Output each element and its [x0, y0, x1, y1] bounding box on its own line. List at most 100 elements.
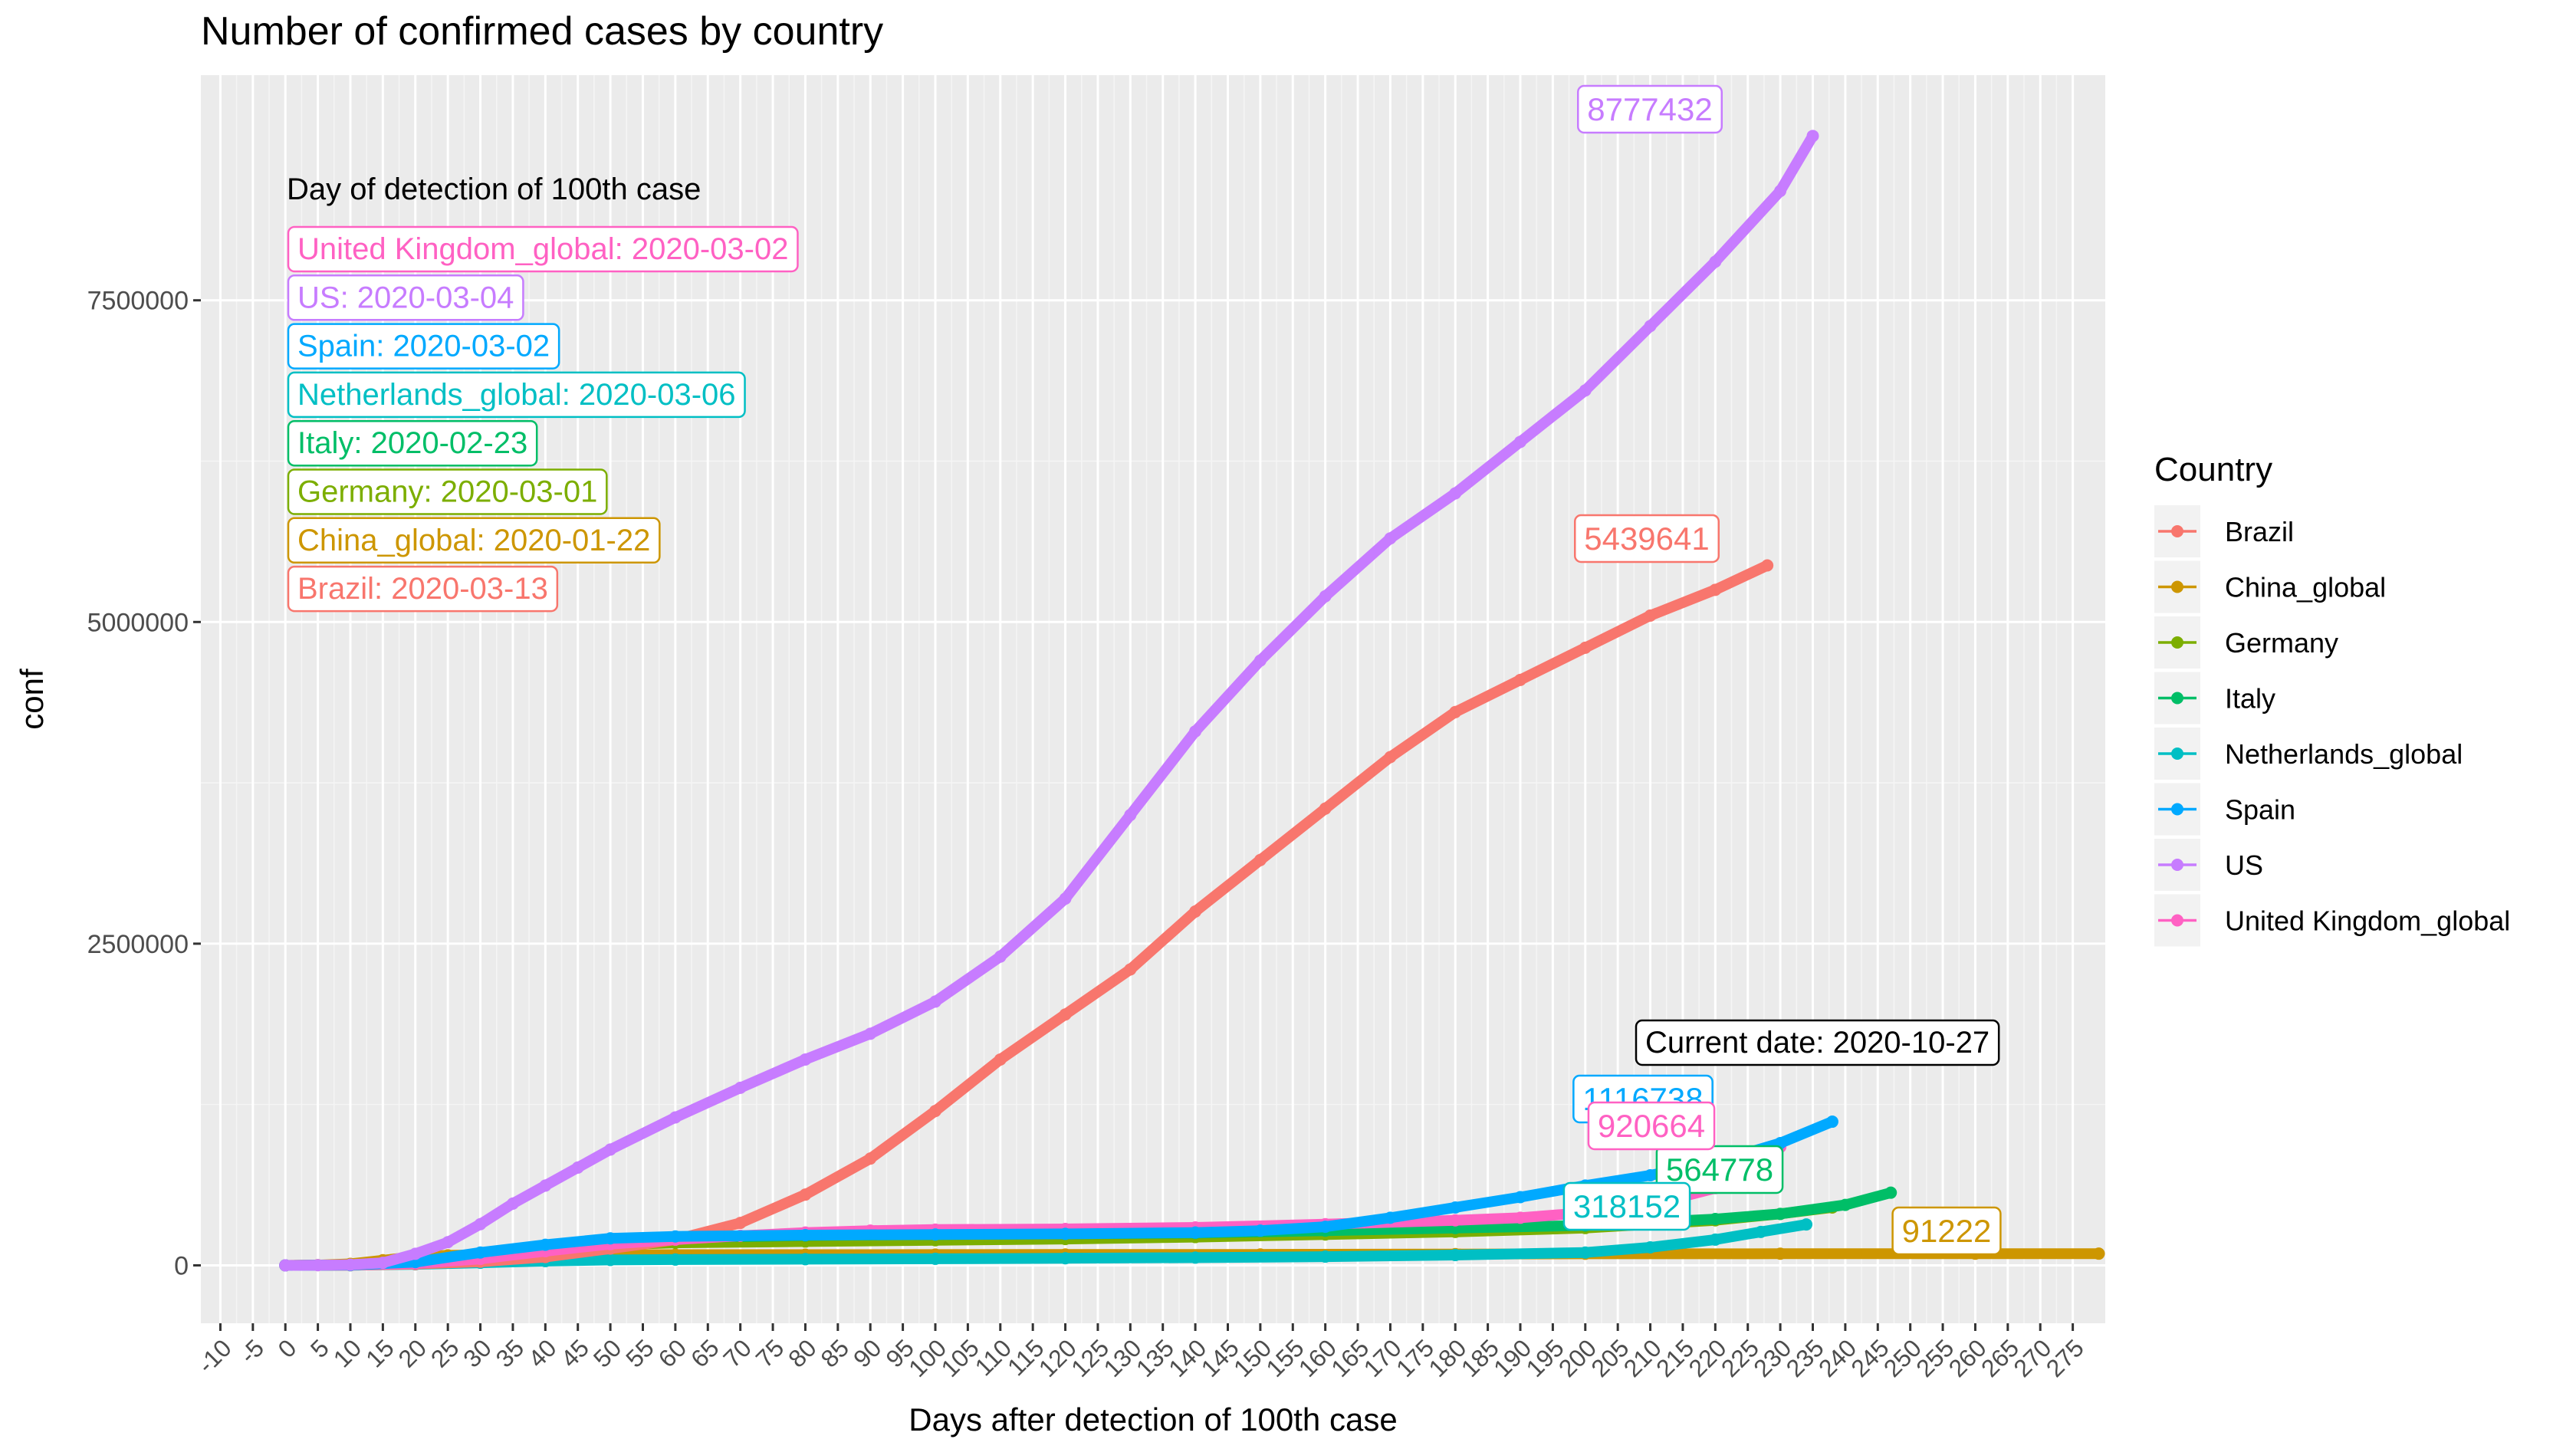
legend-key-point [2171, 748, 2183, 760]
chart-title: Number of confirmed cases by country [201, 9, 883, 54]
legend-key-point [2171, 914, 2183, 927]
data-point [864, 1027, 877, 1040]
x-axis: -10-5 0 5101520253035404550556065707580859… [192, 1323, 2089, 1382]
data-point [799, 1188, 812, 1201]
data-point [1449, 1201, 1462, 1214]
data-point [1709, 255, 1722, 268]
x-tick-label: -5 [235, 1334, 270, 1369]
data-point [442, 1236, 455, 1249]
y-tick-label: 2500000 [87, 930, 189, 959]
legend-key-point [2171, 525, 2183, 537]
data-point [669, 1111, 682, 1124]
data-point [799, 1229, 812, 1242]
data-point [1513, 1211, 1526, 1224]
legend-key-point [2171, 692, 2183, 705]
end-label: 91222 [1891, 1206, 2002, 1256]
end-label-text: 91222 [1902, 1213, 1992, 1249]
legend-label: Germany [2225, 627, 2338, 659]
detection-label: Netherlands_global: 2020-03-06 [287, 371, 746, 419]
end-label: 318152 [1562, 1181, 1691, 1231]
data-point [799, 1253, 812, 1266]
end-label: 5439641 [1573, 514, 1720, 564]
end-label-text: 8777432 [1587, 91, 1713, 127]
data-point [864, 1152, 877, 1165]
detection-label: US: 2020-03-04 [287, 274, 524, 321]
detection-label: Brazil: 2020-03-13 [287, 565, 559, 613]
data-point [604, 1143, 617, 1156]
end-label-text: 318152 [1573, 1188, 1681, 1224]
data-point [1254, 654, 1267, 667]
detection-label-box [287, 468, 608, 515]
end-label: 8777432 [1576, 84, 1723, 134]
detection-label-text: Spain: 2020-03-02 [297, 330, 550, 363]
data-point [1709, 583, 1722, 596]
y-tick-label: 0 [174, 1251, 189, 1280]
end-label-text: 5439641 [1584, 521, 1710, 557]
legend-key-point [2171, 580, 2183, 593]
data-point [571, 1161, 584, 1174]
data-point [1124, 809, 1137, 822]
detection-label-text: United Kingdom_global: 2020-03-02 [297, 232, 788, 266]
legend-key-point [2171, 859, 2183, 871]
data-point [734, 1081, 747, 1094]
data-point [994, 950, 1007, 963]
data-point [1884, 1186, 1898, 1199]
annotations: Day of detection of 100th case United Ki… [287, 172, 2000, 1066]
data-point [1059, 1227, 1072, 1240]
detection-label-text: China_global: 2020-01-22 [297, 524, 650, 557]
legend-key-point [2171, 803, 2183, 816]
legend-label: US [2225, 849, 2263, 881]
data-point [1709, 1233, 1722, 1246]
x-tick-label: 0 [273, 1334, 302, 1363]
detection-label: Italy: 2020-02-23 [287, 419, 538, 467]
end-label: 564778 [1655, 1145, 1784, 1194]
detection-label-box [287, 419, 538, 467]
data-point [1579, 641, 1592, 654]
data-point [1579, 384, 1592, 397]
legend-label: United Kingdom_global [2225, 905, 2510, 937]
data-point [1449, 1249, 1462, 1262]
data-point [539, 1179, 552, 1192]
x-tick-label: 5 [305, 1334, 334, 1363]
data-point [1059, 1008, 1072, 1021]
data-point [1059, 892, 1072, 905]
detection-label: Spain: 2020-03-02 [287, 323, 560, 370]
data-point [928, 1105, 941, 1118]
legend-label: Italy [2225, 683, 2275, 715]
data-point [279, 1259, 292, 1272]
data-point [799, 1053, 812, 1066]
data-point [1761, 559, 1774, 572]
data-point [1449, 1214, 1462, 1227]
y-axis: 0 2500000 5000000 7500000 [87, 287, 201, 1280]
legend-key-point [2171, 636, 2183, 649]
data-point [506, 1197, 519, 1210]
detection-label-box [287, 371, 746, 419]
data-point [928, 995, 941, 1008]
data-point [1384, 1211, 1397, 1224]
data-point [928, 1252, 941, 1265]
detection-label-text: Brazil: 2020-03-13 [297, 572, 548, 606]
data-point [1838, 1198, 1852, 1211]
legend: Country Brazil China_global Germany Italy Ne… [2154, 451, 2510, 947]
y-tick-label: 7500000 [87, 287, 189, 316]
legend-item: Spain [2154, 783, 2295, 836]
legend-item: United Kingdom_global [2154, 894, 2510, 947]
end-label: 920664 [1587, 1101, 1716, 1151]
detection-label-box [287, 565, 559, 613]
detection-label-box [287, 225, 799, 273]
end-label-box [1891, 1206, 2002, 1256]
detection-label-text: US: 2020-03-04 [297, 281, 514, 314]
data-point [1513, 1191, 1526, 1204]
data-point [1319, 1221, 1332, 1234]
detection-label: China_global: 2020-01-22 [287, 517, 661, 564]
legend-item: US [2154, 839, 2263, 891]
data-point [1513, 435, 1526, 449]
end-label-text: 564778 [1666, 1152, 1773, 1188]
legend-item: Brazil [2154, 505, 2294, 557]
data-point [1189, 905, 1202, 918]
data-point [1319, 590, 1332, 603]
end-labels: 5647781116738920664318152543964191222877… [1562, 84, 2002, 1256]
series-layer [279, 130, 2105, 1272]
detection-label-box [287, 517, 661, 564]
detection-heading: Day of detection of 100th case [287, 172, 701, 206]
